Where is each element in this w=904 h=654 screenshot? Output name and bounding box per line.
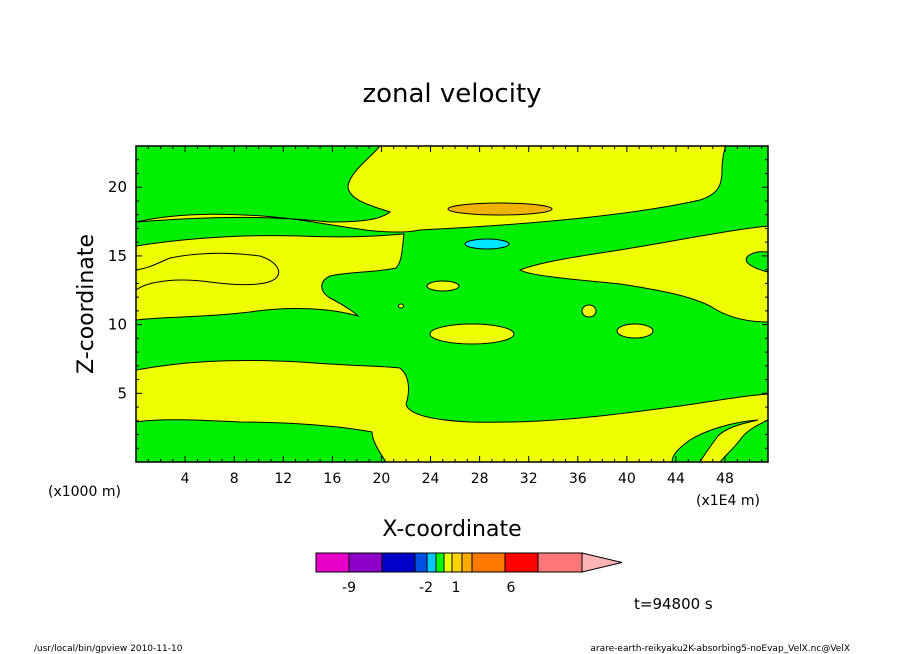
x-axis-label: X-coordinate <box>382 517 521 542</box>
colorbar-label: -9 <box>342 580 356 596</box>
colorbar-swatch <box>435 552 445 573</box>
colorbar-swatch <box>414 552 428 573</box>
x-tick-label: 8 <box>230 471 239 487</box>
colorbar-arrow <box>581 552 623 573</box>
colorbar-swatch <box>381 552 416 573</box>
y-tick-label: 5 <box>117 384 127 402</box>
colorbar-swatch <box>426 552 437 573</box>
x-tick-label: 28 <box>471 471 489 487</box>
y-tick-labels: 5 10 15 20 <box>108 178 127 402</box>
colorbar-label: 1 <box>452 580 461 596</box>
region-yellow-blob-2 <box>429 323 515 345</box>
x-tick-label: 44 <box>667 471 685 487</box>
y-tick-label: 15 <box>108 247 127 265</box>
region-yellow-upper <box>136 146 727 233</box>
x-tick-label: 20 <box>373 471 391 487</box>
colorbar-label: -2 <box>419 580 433 596</box>
x-tick-label: 48 <box>716 471 734 487</box>
region-yellow-mid <box>136 233 405 321</box>
x-tick-labels: 4 8 12 16 20 24 28 32 36 40 44 48 <box>181 471 734 487</box>
plot-frame <box>135 145 769 463</box>
region-yellow-lower <box>136 359 768 462</box>
region-yellow-blob-3 <box>581 304 597 318</box>
region-orange-blob <box>447 202 553 216</box>
x-tick-label: 16 <box>323 471 341 487</box>
chart-title: zonal velocity <box>362 79 541 109</box>
colorbar-swatch <box>471 552 506 573</box>
colorbar-swatch <box>537 552 583 573</box>
x-tick-label: 12 <box>274 471 292 487</box>
time-label: t=94800 s <box>634 595 713 613</box>
colorbar-label: 6 <box>507 580 516 596</box>
colorbar-labels: -9 -2 1 6 <box>342 580 516 596</box>
colorbar-swatch <box>443 552 453 573</box>
colorbar-swatch <box>461 552 473 573</box>
region-yellow-blob-1 <box>426 280 460 292</box>
footer-right: arare-earth-reikyaku2K-absorbing5-noEvap… <box>590 644 850 654</box>
colorbar-swatch <box>315 552 350 573</box>
x-tick-label: 36 <box>569 471 587 487</box>
colorbar-swatch <box>504 552 539 573</box>
y-unit-label: (x1000 m) <box>48 484 121 500</box>
region-yellow-blob-4 <box>616 323 654 339</box>
colorbar-swatch <box>451 552 463 573</box>
colorbar <box>315 552 623 573</box>
region-yellow-blob-5 <box>398 303 404 309</box>
x-tick-label: 32 <box>520 471 538 487</box>
plot-area <box>135 145 769 463</box>
x-tick-label: 24 <box>422 471 440 487</box>
footer-left: /usr/local/bin/gpview 2010-11-10 <box>34 644 183 654</box>
y-axis-label: Z-coordinate <box>74 234 99 374</box>
axis-ticks <box>136 146 768 462</box>
x-tick-label: 4 <box>181 471 190 487</box>
y-tick-label: 10 <box>108 316 127 334</box>
region-cyan-blob <box>464 238 510 250</box>
x-tick-label: 40 <box>618 471 636 487</box>
colorbar-swatch <box>348 552 383 573</box>
region-yellow-right <box>518 225 768 323</box>
y-tick-label: 20 <box>108 178 127 196</box>
x-unit-label: (x1E4 m) <box>696 493 760 509</box>
